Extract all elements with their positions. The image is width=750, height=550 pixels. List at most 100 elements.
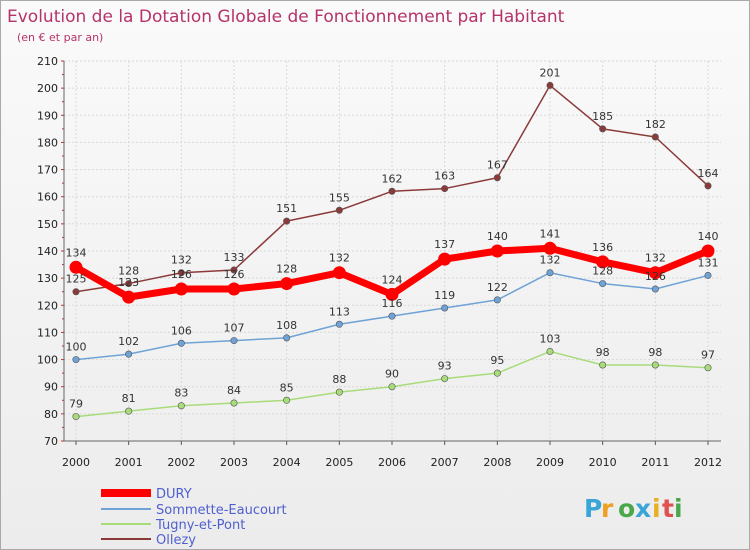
- y-tick-label: 160: [37, 191, 58, 204]
- series-tugny-et-pont: [72, 347, 712, 421]
- data-point: [125, 350, 133, 358]
- data-point: [546, 81, 554, 89]
- data-label: 81: [122, 392, 136, 405]
- legend-label: Ollezy: [156, 533, 196, 548]
- y-tick-label: 80: [44, 408, 58, 421]
- data-label: 140: [487, 230, 508, 243]
- data-point: [493, 174, 501, 182]
- y-tick-label: 120: [37, 299, 58, 312]
- data-point: [385, 287, 399, 301]
- data-point: [546, 269, 554, 277]
- data-label: 119: [434, 289, 455, 302]
- data-point: [72, 413, 80, 421]
- data-point: [651, 285, 659, 293]
- data-point: [704, 182, 712, 190]
- x-tick-label: 2012: [694, 456, 722, 469]
- data-label: 155: [329, 191, 350, 204]
- data-point: [441, 304, 449, 312]
- data-label: 141: [540, 227, 561, 240]
- x-tick-label: 2011: [641, 456, 669, 469]
- data-label: 98: [648, 346, 662, 359]
- x-tick-label: 2002: [167, 456, 195, 469]
- data-label: 185: [592, 110, 613, 123]
- logo-letter: P: [584, 494, 602, 523]
- data-label: 97: [701, 349, 715, 362]
- data-label: 182: [645, 118, 666, 131]
- data-label: 126: [171, 268, 192, 281]
- data-point: [651, 361, 659, 369]
- x-tick-label: 2010: [589, 456, 617, 469]
- x-tick-label: 2008: [483, 456, 511, 469]
- data-point: [283, 396, 291, 404]
- data-label: 128: [592, 265, 613, 278]
- data-label: 83: [174, 387, 188, 400]
- legend-label: Tugny-et-Pont: [155, 518, 245, 533]
- data-point: [122, 290, 136, 304]
- y-tick-label: 100: [37, 354, 58, 367]
- x-tick-label: 2000: [62, 456, 90, 469]
- data-label: 107: [224, 322, 245, 335]
- data-label: 100: [66, 341, 87, 354]
- axes: 7080901001101201301401501601701801902002…: [37, 55, 722, 469]
- data-point: [596, 255, 610, 269]
- data-label: 132: [540, 254, 561, 267]
- data-label: 98: [596, 346, 610, 359]
- data-labels: 125 128 132 133 151 155 162 163 167 201 185 182 164 1…: [66, 66, 719, 410]
- y-tick-label: 110: [37, 326, 58, 339]
- series-sommette-eaucourt: [72, 269, 712, 364]
- y-tick-label: 90: [44, 381, 58, 394]
- data-point: [125, 280, 133, 288]
- y-tick-label: 200: [37, 82, 58, 95]
- data-label: 95: [490, 354, 504, 367]
- x-tick-label: 2007: [431, 456, 459, 469]
- y-tick-label: 140: [37, 245, 58, 258]
- series-layer: [69, 81, 715, 421]
- series-dury: [69, 241, 715, 304]
- y-tick-label: 170: [37, 164, 58, 177]
- data-label: 106: [171, 324, 192, 337]
- logo-letter: t: [662, 494, 674, 523]
- data-point: [335, 320, 343, 328]
- data-label: 131: [698, 256, 719, 269]
- data-point: [701, 244, 715, 258]
- data-label: 108: [276, 319, 297, 332]
- data-point: [72, 356, 80, 364]
- data-point: [599, 280, 607, 288]
- data-label: 128: [118, 265, 139, 278]
- data-point: [230, 266, 238, 274]
- data-label: 88: [332, 373, 346, 386]
- y-tick-label: 130: [37, 272, 58, 285]
- data-label: 163: [434, 170, 455, 183]
- data-label: 126: [645, 270, 666, 283]
- y-tick-label: 210: [37, 55, 58, 68]
- data-point: [599, 125, 607, 133]
- data-label: 132: [645, 252, 666, 265]
- data-point: [388, 312, 396, 320]
- data-point: [230, 337, 238, 345]
- data-label: 128: [276, 263, 297, 276]
- data-point: [177, 402, 185, 410]
- data-point: [388, 383, 396, 391]
- data-point: [599, 361, 607, 369]
- data-label: 122: [487, 281, 508, 294]
- data-point: [493, 296, 501, 304]
- data-point: [335, 206, 343, 214]
- data-point: [388, 187, 396, 195]
- data-label: 124: [382, 273, 403, 286]
- logo-letter: i: [652, 494, 661, 523]
- data-label: 133: [224, 251, 245, 264]
- x-tick-label: 2001: [115, 456, 143, 469]
- data-point: [441, 185, 449, 193]
- data-label: 102: [118, 335, 139, 348]
- data-point: [438, 252, 452, 266]
- series-ollezy: [72, 81, 712, 296]
- grid: [64, 60, 721, 442]
- legend-label: Sommette-Eaucourt: [156, 503, 287, 518]
- y-tick-label: 150: [37, 218, 58, 231]
- data-label: 132: [171, 254, 192, 267]
- data-label: 103: [540, 332, 561, 345]
- data-label: 132: [329, 252, 350, 265]
- data-label: 140: [698, 230, 719, 243]
- logo-letter: x: [635, 494, 651, 523]
